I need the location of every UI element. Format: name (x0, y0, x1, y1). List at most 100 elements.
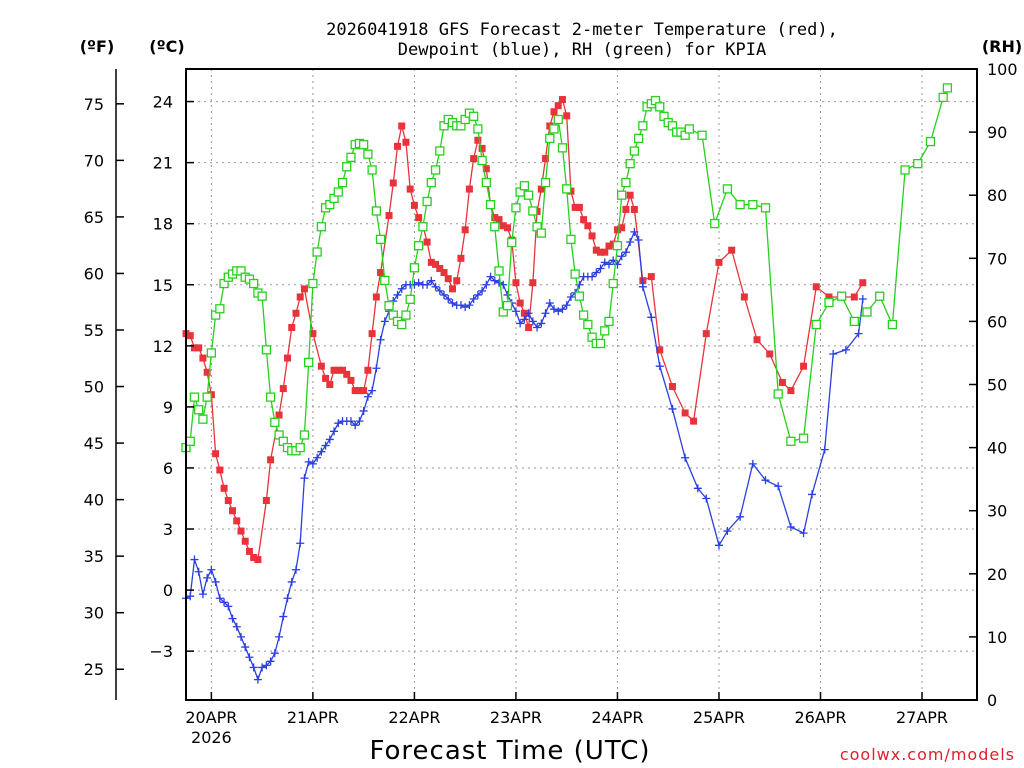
dewpoint-point (427, 276, 436, 285)
temperature-point (702, 330, 710, 338)
fahrenheit-unit-label: (ºF) (80, 37, 115, 56)
dewpoint-point (647, 313, 656, 322)
dewpoint-point (203, 573, 212, 582)
temperature-point (766, 350, 774, 358)
rh-point (557, 143, 568, 153)
dewpoint-point (786, 522, 795, 531)
dewpoint-point (524, 309, 533, 318)
rh-point (798, 433, 809, 443)
temperature-point (550, 108, 558, 116)
temperature-point (537, 185, 545, 193)
dewpoint-point (588, 272, 597, 281)
rh-point (215, 304, 225, 314)
rh-point (633, 133, 644, 144)
dewpoint-point (355, 417, 364, 426)
dewpoint-point (435, 286, 444, 295)
rh-tick-label: 40 (987, 439, 1007, 458)
dewpoint-point (287, 577, 296, 586)
rh-point (604, 316, 614, 327)
rh-point (875, 291, 885, 301)
x-tick-label: 25APR (693, 708, 745, 727)
temperature-point (279, 385, 287, 393)
rh-tick-label: 80 (987, 186, 1007, 205)
fahrenheit-tick-label: 45 (84, 434, 104, 453)
rh-point (312, 247, 322, 257)
dewpoint-point (228, 614, 237, 623)
temperature-point (402, 138, 410, 146)
rh-tick-label: 0 (987, 691, 997, 710)
dewpoint-point (566, 292, 575, 301)
temperature-point (190, 344, 198, 352)
rh-point (308, 278, 318, 289)
rh-point (413, 241, 424, 251)
fahrenheit-tick-label: 75 (84, 95, 104, 114)
dewpoint-point (220, 598, 229, 607)
dewpoint-point (723, 527, 732, 536)
rh-point (380, 275, 390, 286)
rh-point (304, 357, 314, 368)
rh-point (824, 297, 834, 308)
temperature-point (491, 214, 499, 222)
dewpoint-point (376, 335, 385, 344)
temperature-point (503, 224, 511, 232)
temperature-point (601, 248, 609, 256)
temperature-point (465, 185, 473, 193)
rh-point (261, 345, 272, 355)
dewpoint-point (321, 441, 330, 450)
series-temperature (182, 96, 867, 564)
dewpoint-point (820, 445, 829, 454)
dewpoint-point (604, 260, 613, 269)
temperature-point (529, 279, 537, 287)
temperature-point (440, 269, 448, 277)
rh-point (346, 152, 356, 162)
dewpoint-point (249, 663, 258, 672)
dewpoint-point (194, 567, 203, 576)
dewpoint-point (693, 484, 702, 493)
temperature-point (436, 264, 444, 272)
series-layer (181, 83, 953, 684)
temperature-point (622, 205, 630, 213)
dewpoint-point (626, 238, 635, 247)
rh-point (913, 158, 923, 169)
rh-point (786, 436, 796, 446)
dewpoint-point (397, 284, 406, 293)
temperature-point (398, 122, 406, 130)
temperature-point (597, 248, 605, 256)
rh-point (722, 184, 733, 194)
temperature-point (224, 497, 232, 505)
rh-point (625, 158, 635, 169)
dewpoint-point (511, 307, 520, 316)
temperature-point (377, 269, 385, 277)
dewpoint-point (414, 278, 423, 287)
x-tick-label: 27APR (896, 708, 948, 727)
temperature-point (364, 366, 372, 374)
temperature-point (288, 324, 296, 332)
dewpoint-point (262, 661, 271, 670)
rh-point (481, 177, 491, 188)
dewpoint-point (359, 406, 368, 415)
temperature-point (592, 246, 600, 254)
rh-point (375, 234, 386, 245)
temperature-point (584, 222, 592, 230)
rh-point (198, 414, 208, 424)
rh-point (562, 184, 572, 194)
temperature-point (605, 242, 613, 250)
rh-point (697, 130, 707, 140)
rh-point (316, 222, 327, 232)
dewpoint-point (465, 301, 474, 310)
dewpoint-point (478, 286, 487, 295)
dewpoint-point (617, 252, 626, 261)
dewpoint-point (528, 317, 537, 326)
rh-point (422, 196, 432, 207)
dewpoint-point (621, 248, 630, 257)
dewpoint-point (296, 539, 305, 548)
rh-point (519, 181, 530, 191)
temperature-point (681, 409, 689, 417)
temperature-point (423, 238, 431, 246)
rh-tick-label: 90 (987, 123, 1007, 142)
rh-point (342, 162, 352, 172)
dewpoint-point (330, 427, 339, 436)
dewpoint-point (440, 290, 449, 299)
rh-point (473, 124, 483, 134)
temperature-point (482, 165, 490, 173)
